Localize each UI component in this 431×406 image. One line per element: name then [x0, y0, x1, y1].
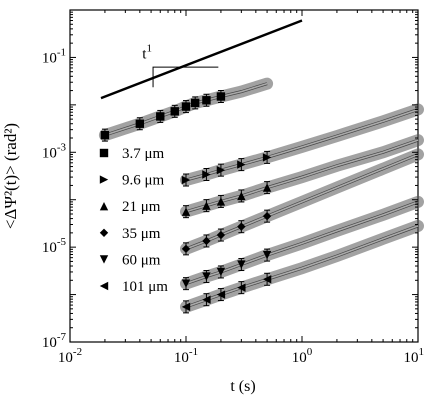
data-point: [202, 96, 211, 105]
legend-label: 35 μm: [122, 226, 161, 242]
data-point: [216, 197, 226, 206]
slope-bracket: [152, 66, 219, 88]
data-point: [216, 267, 226, 277]
data-point: [262, 183, 272, 192]
data-point: [202, 201, 211, 210]
data-point: [237, 160, 246, 169]
y-tick-label: 10-7: [42, 331, 67, 351]
data-point: [216, 290, 226, 299]
data-point: [262, 211, 272, 221]
data-point: [262, 250, 272, 260]
y-tick-label: 10-5: [42, 236, 67, 256]
fit-line: [104, 82, 268, 136]
slope-label: t1: [142, 42, 152, 62]
data-point: [181, 102, 191, 111]
y-axis-label: <ΔΨ²(t)> (rad²): [1, 123, 20, 229]
data-point: [237, 222, 246, 231]
data-point: [202, 170, 211, 179]
data-point: [181, 302, 191, 312]
data-point: [100, 130, 110, 140]
x-tick-label: 100: [292, 346, 313, 366]
legend-marker: [99, 202, 109, 211]
data-point: [216, 230, 226, 240]
data-point: [237, 260, 246, 269]
x-tick-label: 10-1: [174, 346, 198, 366]
legend-label: 21 μm: [122, 199, 161, 215]
data-point: [170, 107, 179, 116]
data-points: [100, 90, 272, 314]
slope-line: [100, 19, 303, 100]
data-point: [181, 279, 191, 288]
data-point: [216, 92, 226, 101]
legend-label: 101 μm: [122, 279, 168, 295]
legend: 3.7 μm 9.6 μm 21 μm 35 μm 60 μm 101 μm: [99, 146, 168, 295]
reference-line: t1: [100, 19, 303, 100]
data-point: [190, 98, 200, 108]
x-tick-label: 10-2: [58, 346, 82, 366]
data-point: [156, 112, 165, 121]
legend-label: 9.6 μm: [122, 173, 165, 189]
data-point: [262, 153, 272, 162]
data-point: [237, 191, 246, 201]
axes: 10-2 10-1 100 101 10-7 10-5 10-3 10-1: [42, 10, 424, 366]
data-point: [181, 244, 191, 254]
legend-marker: [99, 148, 109, 158]
data-point: [202, 272, 211, 281]
legend-marker: [99, 255, 109, 264]
legend-label: 3.7 μm: [122, 146, 165, 162]
legend-marker: [99, 228, 109, 237]
data-point: [202, 295, 211, 304]
data-point: [262, 275, 272, 284]
data-point: [181, 207, 191, 216]
x-tick-label: 101: [404, 346, 425, 366]
x-axis-label: t (s): [230, 378, 255, 395]
data-point: [216, 165, 226, 175]
data-point: [181, 175, 191, 185]
data-point: [135, 119, 145, 128]
y-tick-label: 10-1: [42, 46, 66, 66]
y-tick-label: 10-3: [42, 141, 67, 161]
data-point: [202, 236, 211, 246]
legend-marker: [99, 281, 109, 291]
data-point: [237, 283, 246, 292]
legend-marker: [99, 175, 109, 184]
legend-label: 60 μm: [122, 252, 161, 268]
